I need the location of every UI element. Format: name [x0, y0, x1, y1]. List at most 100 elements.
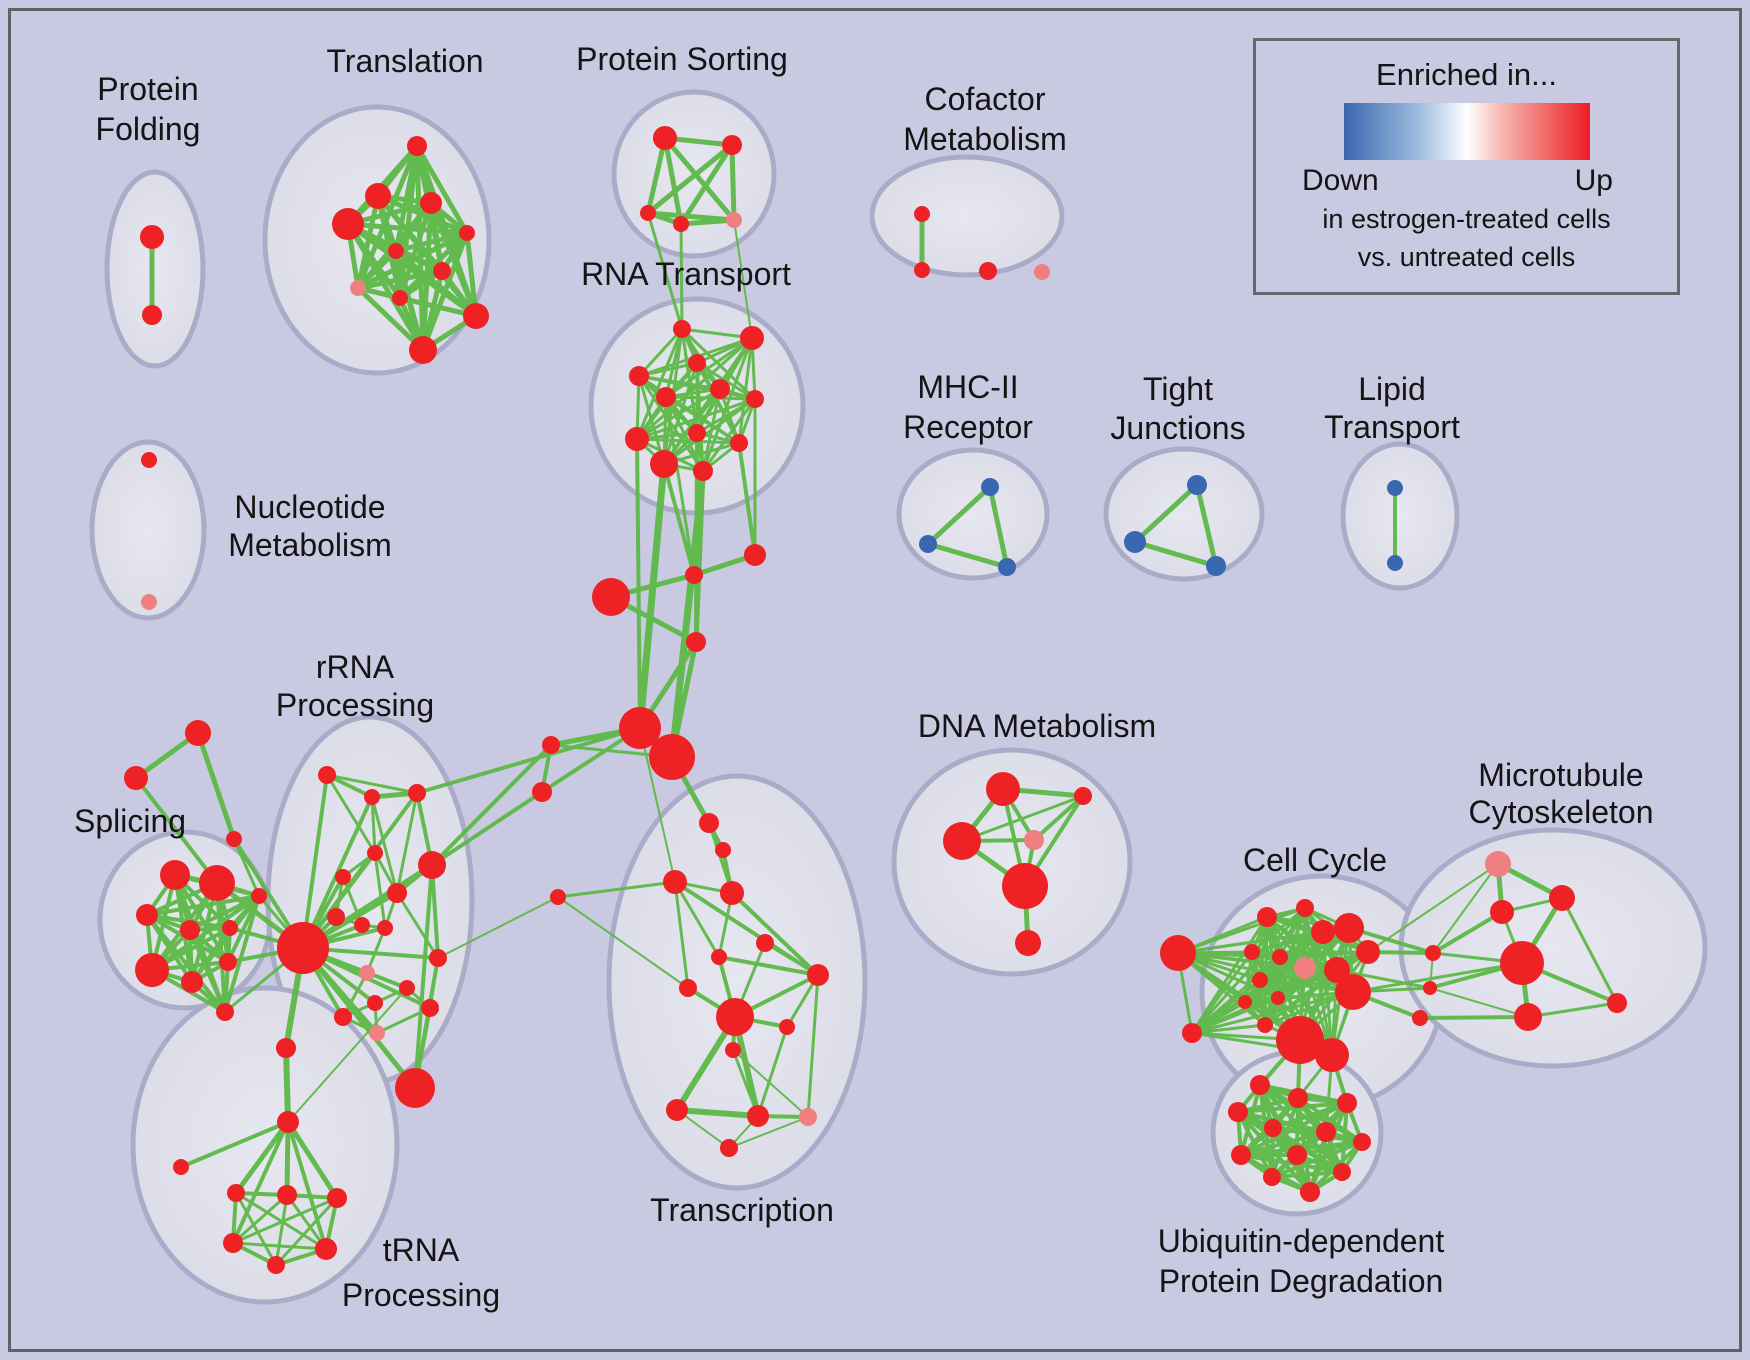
node-mh-0[interactable] [981, 478, 999, 496]
node-rr-1[interactable] [364, 789, 380, 805]
node-rt-9[interactable] [730, 434, 748, 452]
node-rr-2[interactable] [408, 784, 426, 802]
node-tx-0[interactable] [699, 813, 719, 833]
node-tn-0[interactable] [276, 1038, 296, 1058]
node-nm-1[interactable] [141, 594, 157, 610]
node-cc-4[interactable] [1334, 913, 1364, 943]
node-mh-1[interactable] [919, 535, 937, 553]
node-sp-4[interactable] [222, 920, 238, 936]
node-dm-0[interactable] [986, 772, 1020, 806]
node-rr-9[interactable] [377, 920, 393, 936]
node-mid-2[interactable] [744, 544, 766, 566]
node-rt-6[interactable] [746, 390, 764, 408]
node-rt-11[interactable] [693, 461, 713, 481]
node-sp-0[interactable] [160, 860, 190, 890]
node-ps-1[interactable] [722, 135, 742, 155]
node-ub-7[interactable] [1231, 1145, 1251, 1165]
node-rr-10[interactable] [277, 922, 329, 974]
node-dm-2[interactable] [943, 822, 981, 860]
node-sp-7[interactable] [181, 971, 203, 993]
node-cc-3[interactable] [1311, 920, 1335, 944]
node-ub-2[interactable] [1228, 1102, 1248, 1122]
node-cc-5[interactable] [1356, 940, 1380, 964]
node-rt-7[interactable] [688, 424, 706, 442]
node-mh-2[interactable] [998, 558, 1016, 576]
node-ub-6[interactable] [1353, 1133, 1371, 1151]
node-rt-5[interactable] [656, 387, 676, 407]
node-mc-5[interactable] [1514, 1003, 1542, 1031]
node-sp-1[interactable] [199, 865, 235, 901]
node-ub-1[interactable] [1288, 1088, 1308, 1108]
node-cc-14[interactable] [1257, 1017, 1273, 1033]
node-pf-1[interactable] [142, 305, 162, 325]
node-cf-1[interactable] [914, 262, 930, 278]
node-dm-1[interactable] [1074, 787, 1092, 805]
node-rr-6[interactable] [418, 851, 446, 879]
node-tx-11[interactable] [666, 1099, 688, 1121]
node-tn-5[interactable] [327, 1188, 347, 1208]
node-tn-8[interactable] [267, 1256, 285, 1274]
node-tx-3[interactable] [720, 881, 744, 905]
node-tx-13[interactable] [799, 1108, 817, 1126]
node-dm-5[interactable] [1015, 930, 1041, 956]
node-rr-11[interactable] [359, 965, 375, 981]
node-ub-8[interactable] [1287, 1145, 1307, 1165]
node-dm-4[interactable] [1002, 863, 1048, 909]
node-sp-3[interactable] [180, 920, 200, 940]
node-mid-7[interactable] [532, 782, 552, 802]
node-tr-10[interactable] [409, 336, 437, 364]
node-mc-8[interactable] [1412, 1010, 1428, 1026]
node-ub-0[interactable] [1250, 1075, 1270, 1095]
node-sp-2[interactable] [136, 904, 158, 926]
node-tj-1[interactable] [1124, 531, 1146, 553]
node-lt-0[interactable] [1387, 480, 1403, 496]
node-ub-4[interactable] [1264, 1119, 1282, 1137]
node-tr-1[interactable] [365, 183, 391, 209]
node-rr-18[interactable] [395, 1068, 435, 1108]
node-dm-3[interactable] [1024, 830, 1044, 850]
node-rt-1[interactable] [740, 326, 764, 350]
node-tr-5[interactable] [388, 243, 404, 259]
node-tr-4[interactable] [459, 225, 475, 241]
node-lt-1[interactable] [1387, 555, 1403, 571]
node-cc-10[interactable] [1252, 972, 1268, 988]
node-cc-15[interactable] [1182, 1023, 1202, 1043]
node-tx-14[interactable] [720, 1139, 738, 1157]
node-ub-10[interactable] [1333, 1163, 1351, 1181]
node-mc-7[interactable] [1423, 981, 1437, 995]
node-ub-3[interactable] [1337, 1093, 1357, 1113]
node-rr-7[interactable] [327, 908, 345, 926]
node-tr-2[interactable] [420, 192, 442, 214]
node-mid-4[interactable] [619, 707, 661, 749]
node-rr-13[interactable] [399, 980, 415, 996]
node-tn-6[interactable] [223, 1233, 243, 1253]
node-cc-8[interactable] [1294, 957, 1316, 979]
node-cf-0[interactable] [914, 206, 930, 222]
node-rr-4[interactable] [335, 869, 351, 885]
node-rr-3[interactable] [367, 845, 383, 861]
node-rr-14[interactable] [334, 1008, 352, 1026]
node-cc-17[interactable] [1315, 1038, 1349, 1072]
node-tr-9[interactable] [463, 303, 489, 329]
node-sp-9[interactable] [216, 1003, 234, 1021]
node-mid-0[interactable] [592, 578, 630, 616]
node-rt-3[interactable] [629, 366, 649, 386]
node-tn-4[interactable] [277, 1185, 297, 1205]
node-tj-2[interactable] [1206, 556, 1226, 576]
node-ub-5[interactable] [1316, 1122, 1336, 1142]
node-tn-3[interactable] [227, 1184, 245, 1202]
node-ps-3[interactable] [673, 216, 689, 232]
node-cf-2[interactable] [979, 262, 997, 280]
node-mid-3[interactable] [686, 632, 706, 652]
node-ps-0[interactable] [653, 126, 677, 150]
node-rr-0[interactable] [318, 766, 336, 784]
node-tr-7[interactable] [350, 280, 366, 296]
node-tx-1[interactable] [715, 842, 731, 858]
node-tn-1[interactable] [277, 1111, 299, 1133]
node-nm-0[interactable] [141, 452, 157, 468]
node-rt-8[interactable] [625, 427, 649, 451]
node-tx-5[interactable] [711, 949, 727, 965]
node-tx-9[interactable] [779, 1019, 795, 1035]
node-mid-6[interactable] [542, 736, 560, 754]
node-cc-1[interactable] [1257, 907, 1277, 927]
